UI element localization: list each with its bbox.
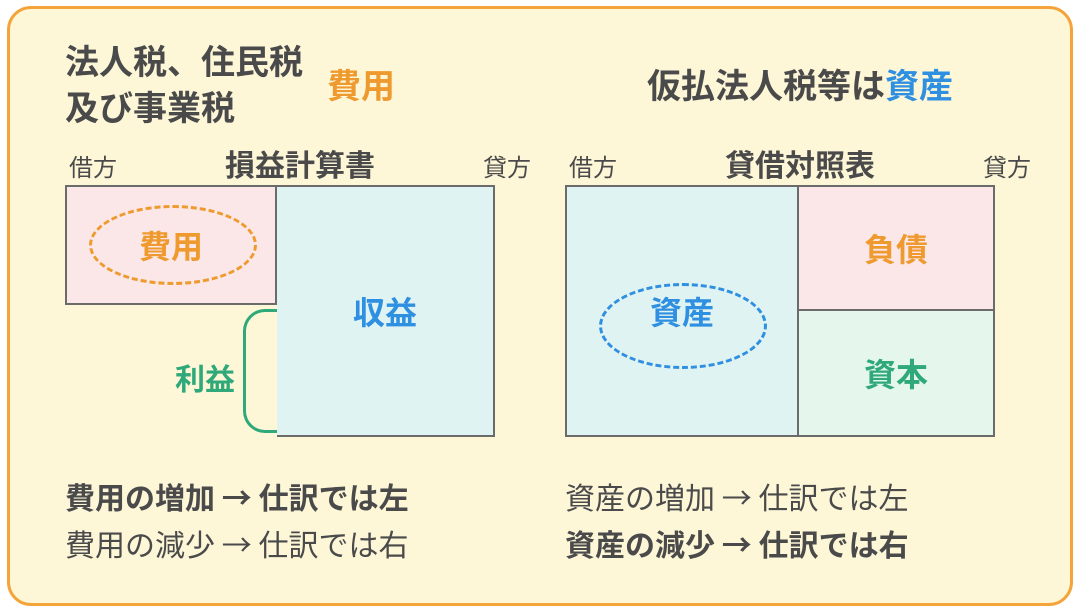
pl-header-debit: 借方 xyxy=(69,148,117,183)
title-row-right: 仮払法人税等は資産 xyxy=(565,33,1035,133)
title-right: 仮払法人税等は資産 xyxy=(647,59,953,108)
pl-profit-bracket xyxy=(243,309,277,433)
pl-rule-1: 費用の増加 → 仕訳では左 xyxy=(65,473,535,520)
bs-assets-label: 資産 xyxy=(650,288,714,334)
bs-header-debit: 借方 xyxy=(569,148,617,183)
pl-revenue-box: 収益 xyxy=(277,185,495,437)
pl-chart: 費用 収益 利益 xyxy=(65,185,495,437)
bs-header-title: 貸借対照表 xyxy=(725,141,875,185)
pl-expense-label: 費用 xyxy=(139,222,203,268)
pl-header-credit: 貸方 xyxy=(483,148,531,183)
title-right-highlight: 資産 xyxy=(885,59,953,108)
pl-rule-2: 費用の減少 → 仕訳では右 xyxy=(65,520,535,567)
panel-bs: 仮払法人税等は資産 借方 貸借対照表 貸方 資産 負債 資本 資産の増加 → 仕… xyxy=(565,33,1035,437)
title-left-line1: 法人税、住民税 xyxy=(65,35,303,84)
bs-liab-box: 負債 xyxy=(799,187,993,311)
bs-rule-1: 資産の増加 → 仕訳では左 xyxy=(565,473,1035,520)
bs-cap-label: 資本 xyxy=(864,350,928,396)
bs-assets-box: 資産 xyxy=(567,187,799,435)
title-row-left: 法人税、住民税 及び事業税 費用 xyxy=(65,33,535,133)
title-left-tag: 費用 xyxy=(327,59,395,108)
bs-liab-label: 負債 xyxy=(864,225,928,271)
pl-header-title: 損益計算書 xyxy=(225,141,375,185)
title-left: 法人税、住民税 及び事業税 xyxy=(65,37,303,129)
pl-header-row: 借方 損益計算書 貸方 xyxy=(65,141,535,181)
pl-rules: 費用の増加 → 仕訳では左 費用の減少 → 仕訳では右 xyxy=(65,473,535,566)
pl-revenue-label: 収益 xyxy=(353,288,417,334)
title-left-line2: 及び事業税 xyxy=(65,81,235,130)
panel-pl: 法人税、住民税 及び事業税 費用 借方 損益計算書 貸方 費用 収益 利益 費用… xyxy=(65,33,535,437)
pl-profit-label: 利益 xyxy=(175,355,235,399)
bs-rule-2: 資産の減少 → 仕訳では右 xyxy=(565,520,1035,567)
title-right-prefix: 仮払法人税等は xyxy=(647,59,885,108)
pl-expense-box: 費用 xyxy=(65,185,277,305)
bs-chart: 資産 負債 資本 xyxy=(565,185,995,437)
bs-rules: 資産の増加 → 仕訳では左 資産の減少 → 仕訳では右 xyxy=(565,473,1035,566)
bs-cap-box: 資本 xyxy=(799,311,993,435)
bs-header-credit: 貸方 xyxy=(983,148,1031,183)
bs-header-row: 借方 貸借対照表 貸方 xyxy=(565,141,1035,181)
card: 法人税、住民税 及び事業税 費用 借方 損益計算書 貸方 費用 収益 利益 費用… xyxy=(7,6,1073,606)
